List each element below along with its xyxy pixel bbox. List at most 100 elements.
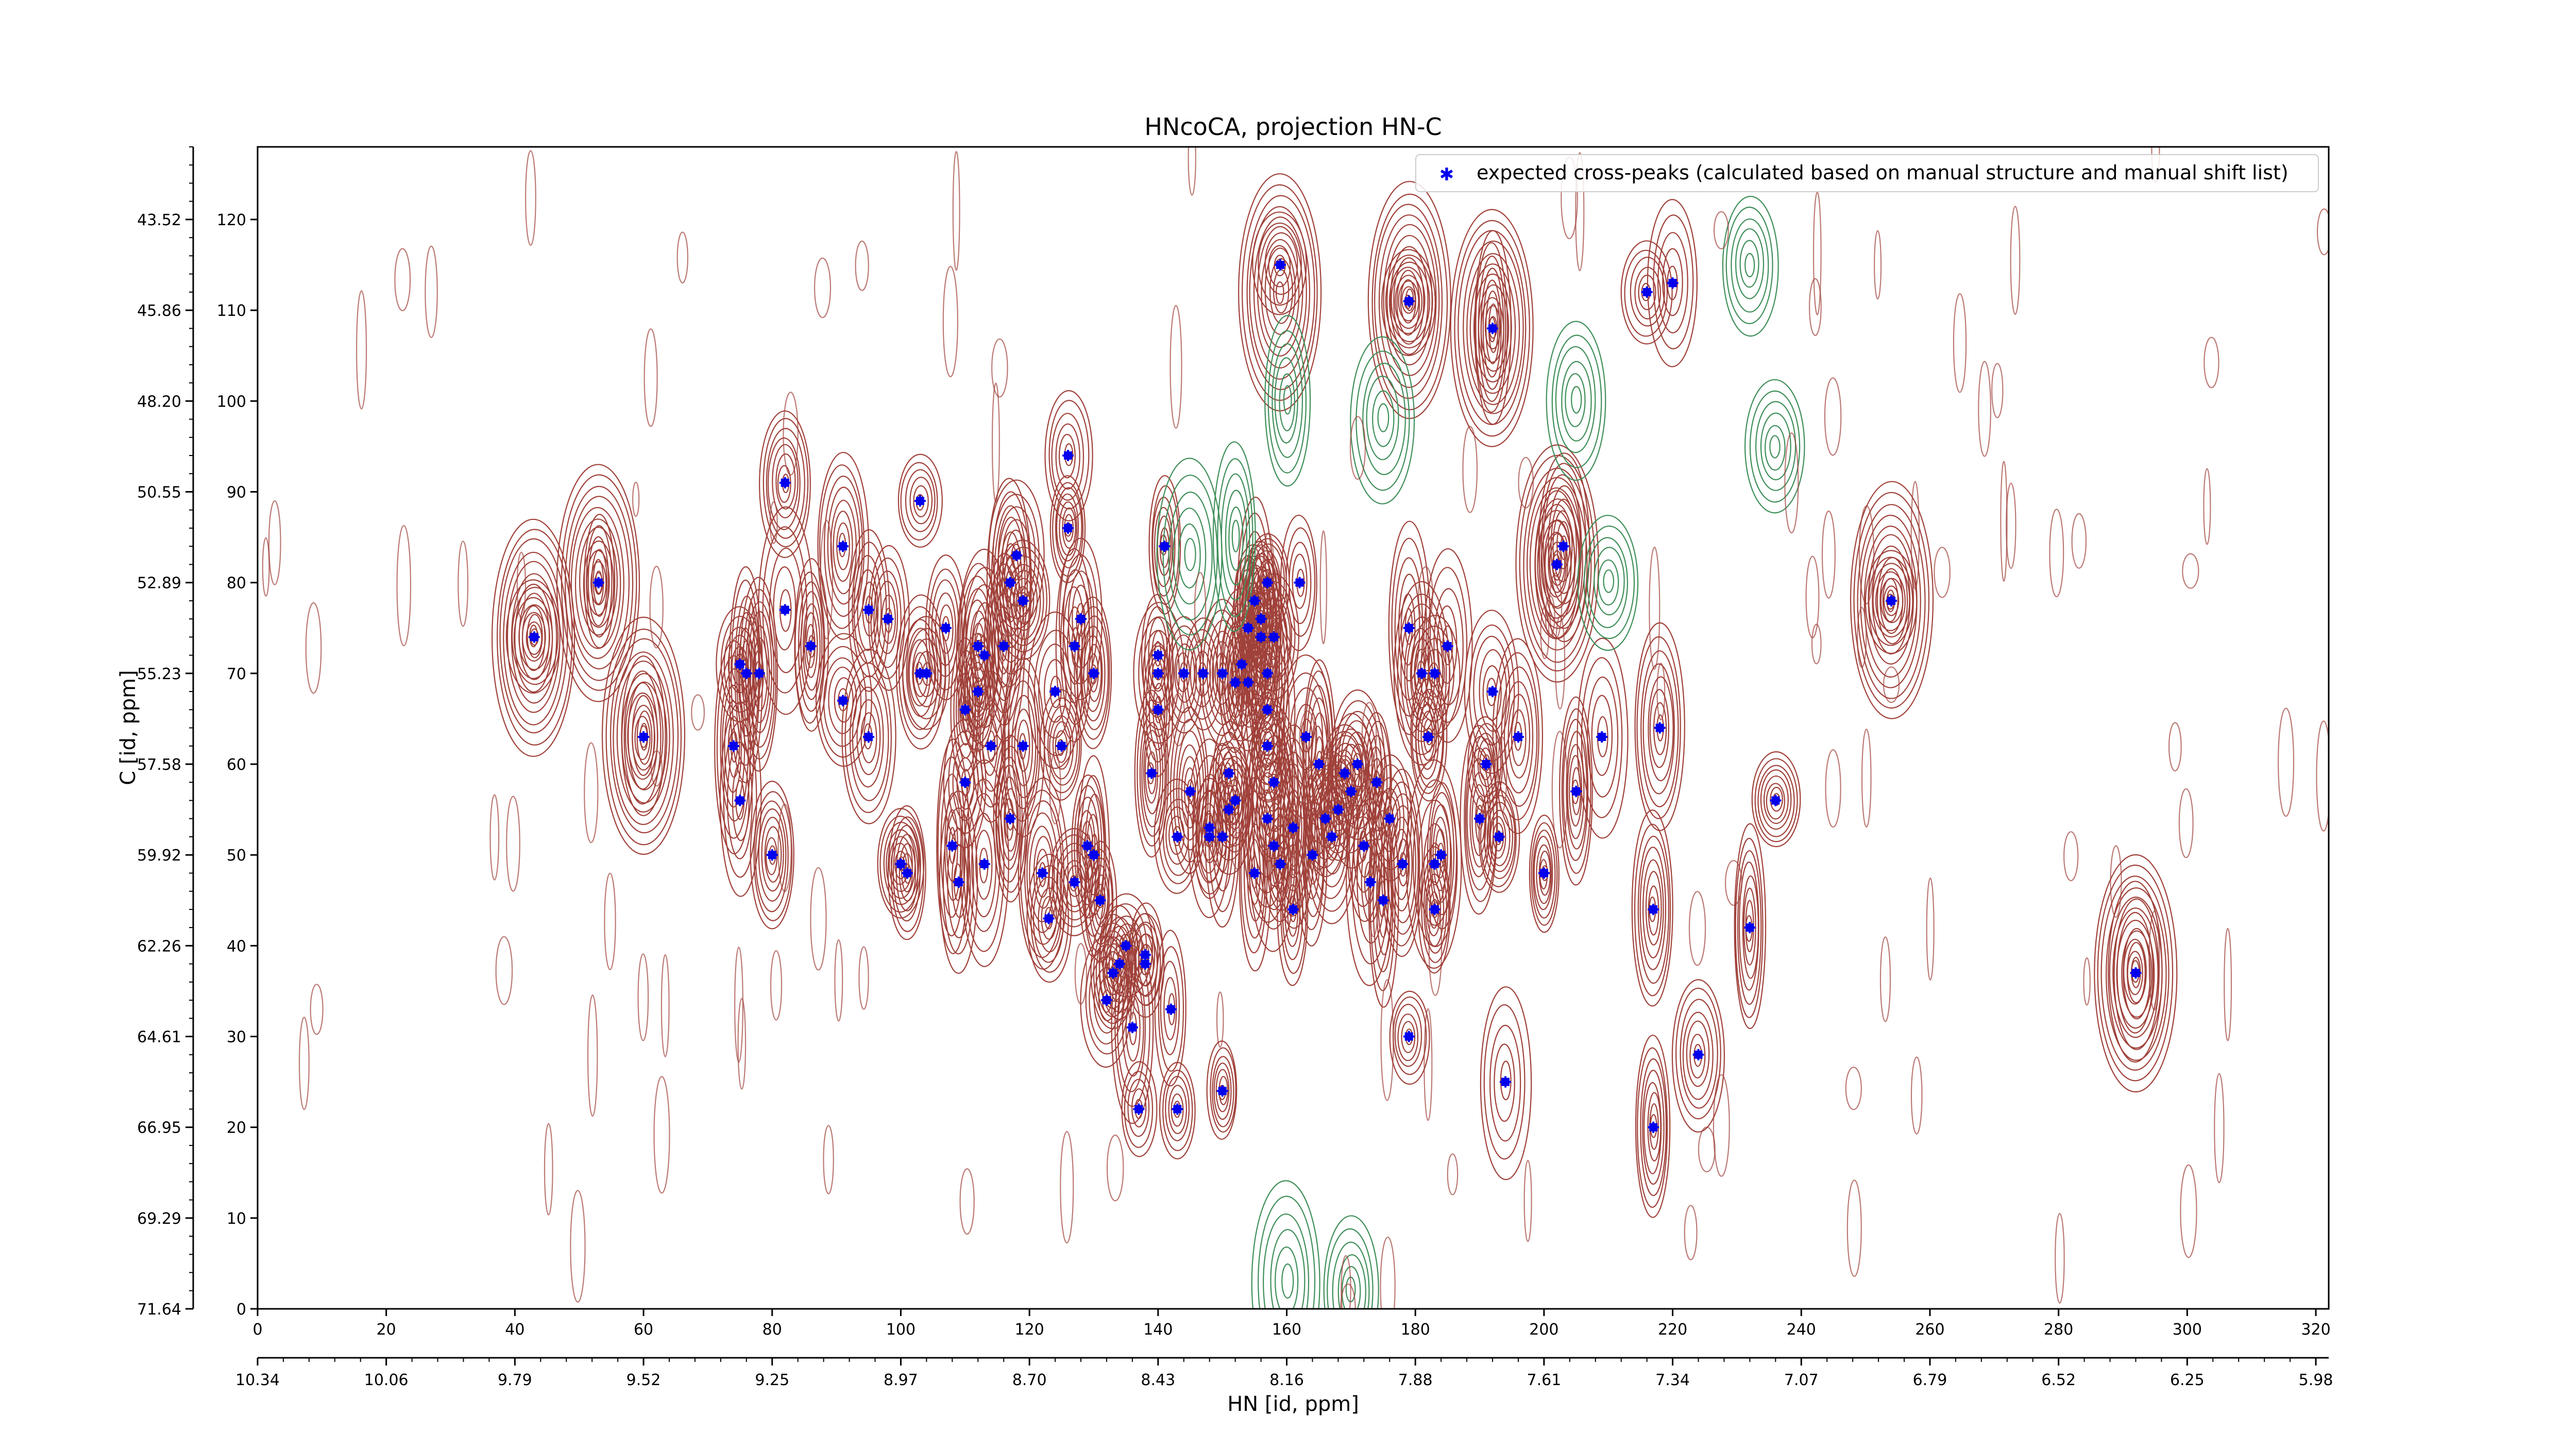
- cross-peak-marker: [1319, 813, 1331, 824]
- cross-peak-marker: [727, 740, 739, 752]
- contour-line: [1217, 740, 1239, 804]
- contour-line: [1393, 257, 1425, 345]
- noise-contour: [1713, 1074, 1730, 1177]
- noise-contour: [1269, 589, 1278, 708]
- contour-line: [565, 485, 634, 681]
- cross-peak-marker: [914, 667, 926, 679]
- cross-peak-marker: [972, 640, 984, 652]
- noise-contour: [2055, 1212, 2065, 1304]
- contour-line: [1024, 800, 1063, 945]
- noise-contour: [2071, 513, 2087, 569]
- contour-line: [1158, 946, 1184, 1072]
- y-ppm-tick-label: 59.92: [137, 847, 181, 865]
- contour-line: [1642, 663, 1675, 795]
- cross-peak-marker: [1165, 1003, 1177, 1015]
- contour-line: [636, 710, 653, 765]
- contour-line: [1594, 547, 1625, 616]
- noise-contour: [1825, 749, 1841, 828]
- noise-contour: [1299, 711, 1316, 772]
- noise-contour: [457, 541, 469, 627]
- contour-line: [1389, 990, 1430, 1085]
- cross-peak-marker: [1886, 595, 1897, 606]
- y-tick-label: 10: [227, 1210, 246, 1228]
- contour-line: [892, 824, 921, 922]
- contour-line: [758, 506, 814, 715]
- cross-peak-marker: [1770, 795, 1782, 806]
- contour-line: [1536, 844, 1552, 904]
- cross-peak-marker: [1249, 867, 1261, 879]
- cross-peak-marker: [837, 541, 849, 552]
- contour-line: [1763, 775, 1789, 824]
- contour-line: [1872, 545, 1911, 655]
- contour-line: [1507, 694, 1531, 779]
- contour-line: [1388, 520, 1431, 735]
- contour-line: [1398, 574, 1420, 682]
- noise-contour: [1821, 510, 1836, 599]
- contour-line: [1649, 689, 1669, 768]
- contour-line: [1176, 652, 1190, 693]
- contour-line: [503, 551, 564, 726]
- contour-line: [752, 637, 768, 712]
- contour-line: [870, 558, 906, 680]
- cross-peak-marker: [1294, 577, 1306, 588]
- contour-line: [1212, 1056, 1234, 1127]
- contour-line: [1427, 567, 1468, 723]
- contour-line: [1675, 987, 1721, 1120]
- noise-contour: [1910, 481, 1920, 590]
- contour-line: [1044, 697, 1080, 794]
- contour-line: [1357, 819, 1386, 944]
- cross-peak-marker: [1474, 813, 1486, 824]
- cross-peak-marker: [1081, 840, 1093, 852]
- cross-peak-marker: [1744, 922, 1756, 934]
- contour-line: [1548, 485, 1581, 604]
- cross-peak-marker: [1397, 858, 1409, 870]
- contour-line: [833, 510, 853, 582]
- contour-line: [993, 734, 1029, 903]
- contour-line: [1127, 1079, 1150, 1137]
- contour-line: [1765, 425, 1786, 471]
- noise-contour: [2049, 509, 2064, 598]
- cross-peak-marker: [1351, 758, 1363, 770]
- cross-peak-marker: [1004, 813, 1016, 824]
- contour-line: [1320, 799, 1345, 875]
- cross-peak-marker: [1178, 667, 1190, 679]
- cross-peak-marker: [940, 622, 952, 634]
- contour-line: [2097, 864, 2174, 1082]
- contour-line: [574, 518, 621, 649]
- contour-line: [1170, 634, 1197, 713]
- y-ppm-tick-label: 45.86: [137, 302, 181, 320]
- noise-contour: [1688, 891, 1706, 966]
- contour-line: [1056, 493, 1079, 562]
- noise-contour: [834, 939, 843, 1022]
- contour-line: [2112, 907, 2159, 1038]
- cross-peak-marker: [1107, 967, 1119, 979]
- noise-contour: [2063, 831, 2079, 882]
- contour-line: [1480, 986, 1532, 1181]
- contour-line: [764, 826, 782, 883]
- cross-peak-marker: [921, 667, 933, 679]
- contour-line: [1224, 769, 1245, 830]
- x-ppm-tick-label: 9.25: [755, 1371, 789, 1389]
- contour-line: [995, 756, 1023, 883]
- contour-line: [1731, 218, 1769, 313]
- cross-peak-marker: [1229, 677, 1241, 688]
- contour-line: [1026, 812, 1059, 933]
- contour-line: [1162, 475, 1218, 636]
- contour-line: [1484, 305, 1501, 350]
- contour-line: [1686, 1020, 1710, 1087]
- cross-peak-marker: [1596, 731, 1608, 743]
- noise-contour: [1805, 555, 1820, 638]
- contour-line: [1285, 527, 1316, 637]
- noise-contour: [1953, 293, 1967, 393]
- cross-peak-marker: [1300, 731, 1312, 743]
- contour-line: [928, 568, 963, 690]
- noise-contour: [1231, 832, 1245, 870]
- noise-contour: [584, 742, 599, 844]
- contour-line: [800, 591, 823, 700]
- contour-line: [1143, 730, 1161, 815]
- cross-peak-marker: [959, 777, 971, 788]
- contour-line: [497, 529, 573, 746]
- contour-line: [1483, 1004, 1526, 1160]
- contour-line: [1055, 423, 1080, 490]
- contour-line: [1635, 1034, 1671, 1218]
